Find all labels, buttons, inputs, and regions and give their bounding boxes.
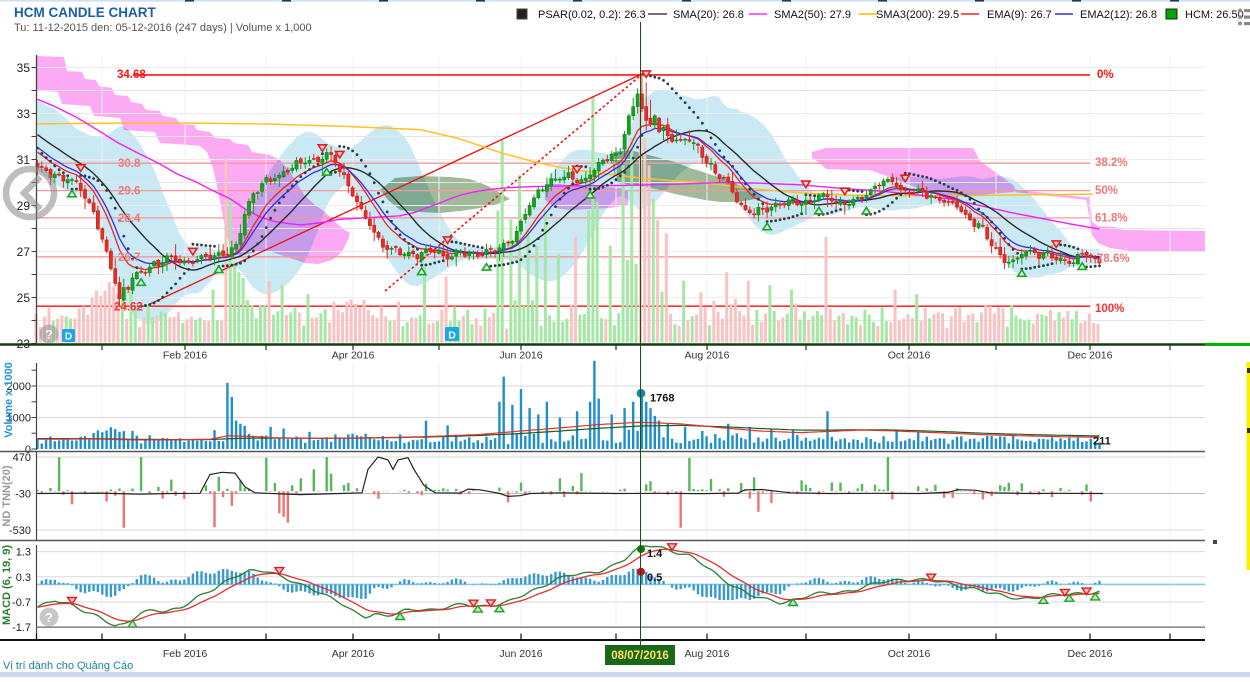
svg-text:Dec 2016: Dec 2016	[1068, 648, 1113, 660]
svg-text:26.7: 26.7	[118, 252, 140, 264]
svg-text:SMA3(200): 29.5: SMA3(200): 29.5	[876, 9, 959, 21]
svg-text:24.62: 24.62	[114, 302, 143, 314]
svg-text:HCM: 26.50: HCM: 26.50	[1185, 9, 1244, 21]
svg-text:SMA(20): 26.8: SMA(20): 26.8	[673, 9, 744, 21]
svg-text:Apr 2016: Apr 2016	[332, 350, 375, 362]
svg-text:D: D	[448, 330, 456, 342]
svg-text:25: 25	[17, 291, 31, 305]
svg-text:35: 35	[17, 61, 31, 75]
svg-text:Feb 2016: Feb 2016	[163, 350, 208, 362]
svg-text:50%: 50%	[1095, 185, 1118, 197]
svg-text:?: ?	[45, 327, 53, 342]
svg-text:PSAR(0.02, 0.2): 26.3: PSAR(0.02, 0.2): 26.3	[538, 9, 646, 21]
svg-text:28.4: 28.4	[118, 213, 141, 225]
svg-text:211: 211	[1093, 435, 1111, 447]
svg-text:-0.7: -0.7	[12, 597, 31, 609]
svg-text:-1.7: -1.7	[12, 622, 31, 634]
svg-text:Feb 2016: Feb 2016	[163, 648, 208, 660]
svg-text:31: 31	[17, 153, 31, 167]
svg-text:30.8: 30.8	[118, 158, 141, 170]
svg-text:1768: 1768	[650, 392, 674, 404]
svg-text:Oct 2016: Oct 2016	[888, 350, 931, 362]
svg-text:HCM CANDLE CHART: HCM CANDLE CHART	[14, 5, 156, 20]
svg-text:0.3: 0.3	[16, 572, 31, 584]
svg-text:Aug 2016: Aug 2016	[685, 648, 730, 660]
svg-text:0.5: 0.5	[647, 572, 662, 584]
svg-text:EMA2(12): 26.8: EMA2(12): 26.8	[1080, 9, 1157, 21]
svg-text:1.3: 1.3	[16, 547, 31, 559]
svg-text:470: 470	[13, 452, 31, 464]
svg-text:29.6: 29.6	[118, 186, 140, 198]
svg-text:MACD (6, 19, 9): MACD (6, 19, 9)	[1, 545, 13, 625]
svg-text:EMA(9): 26.7: EMA(9): 26.7	[987, 9, 1052, 21]
svg-text:Aug 2016: Aug 2016	[685, 350, 730, 362]
svg-text:78.6%: 78.6%	[1097, 253, 1130, 265]
svg-text:61.8%: 61.8%	[1095, 213, 1128, 225]
svg-text:08/07/2016: 08/07/2016	[611, 650, 669, 662]
svg-text:Tu: 11-12-2015 den: 05-12-2016: Tu: 11-12-2015 den: 05-12-2016 (247 days…	[14, 22, 312, 34]
svg-text:ND TNN(20): ND TNN(20)	[1, 465, 13, 526]
svg-text:-30: -30	[15, 489, 31, 501]
svg-text:27: 27	[17, 245, 31, 259]
svg-text:Jun 2016: Jun 2016	[499, 350, 542, 362]
svg-text:?: ?	[45, 610, 53, 625]
svg-text:Volume x 1000: Volume x 1000	[3, 362, 15, 438]
svg-text:Jun 2016: Jun 2016	[499, 648, 542, 660]
svg-text:SMA2(50): 27.9: SMA2(50): 27.9	[774, 9, 851, 21]
svg-text:Vị trí dành cho Quảng Cáo: Vị trí dành cho Quảng Cáo	[3, 660, 133, 672]
svg-text:D: D	[65, 332, 72, 343]
svg-text:Oct 2016: Oct 2016	[888, 648, 931, 660]
svg-text:Apr 2016: Apr 2016	[332, 648, 375, 660]
svg-text:33: 33	[17, 107, 31, 121]
svg-text:100%: 100%	[1095, 303, 1124, 315]
svg-text:38.2%: 38.2%	[1095, 157, 1128, 169]
svg-text:1.4: 1.4	[647, 548, 663, 560]
svg-text:34.68: 34.68	[117, 69, 146, 81]
svg-text:Dec 2016: Dec 2016	[1068, 350, 1113, 362]
svg-text:0%: 0%	[1097, 69, 1114, 81]
